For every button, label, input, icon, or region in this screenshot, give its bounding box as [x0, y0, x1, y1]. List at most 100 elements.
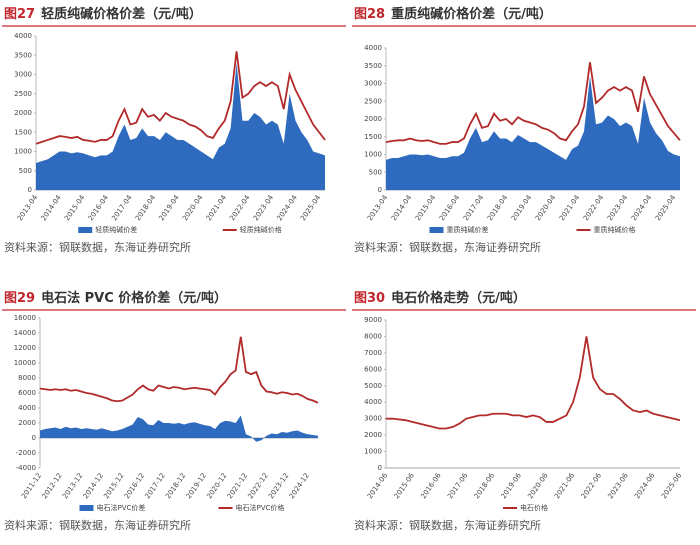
x-tick-label: 2019-06: [500, 471, 524, 500]
y-tick-label: 1000: [14, 148, 32, 156]
y-tick-label: 1500: [14, 128, 32, 136]
y-tick-label: 3000: [364, 415, 382, 423]
y-tick-label: 2500: [14, 90, 32, 98]
x-tick-label: 2017-04: [462, 193, 486, 222]
y-tick-label: 7000: [364, 349, 382, 357]
y-tick-label: 2500: [364, 97, 382, 105]
y-tick-label: 0: [378, 464, 382, 472]
x-tick-label: 2020-04: [534, 193, 558, 222]
y-tick-label: 1000: [364, 151, 382, 159]
legend-swatch: [429, 227, 444, 233]
line: [39, 336, 319, 404]
x-tick-label: 2024-04: [275, 193, 299, 222]
y-tick-label: 4000: [14, 32, 32, 40]
panel: 图30 电石价格走势（元/吨） 0 1000 2000 3000 4000 5000 6000 7…: [352, 290, 696, 532]
y-tick-label: 10000: [14, 359, 36, 367]
x-tick-label: 2013-04: [366, 193, 390, 222]
title-text: 电石价格走势（元/吨）: [391, 290, 526, 306]
y-tick-label: 1000: [364, 448, 382, 456]
y-tick-label: 0: [378, 186, 382, 194]
figure-label: 图30: [354, 291, 385, 306]
y-tick-label: 2000: [18, 419, 36, 427]
x-tick-label: 2014-04: [40, 193, 64, 222]
line: [35, 51, 326, 145]
x-tick-label: 2016-04: [87, 193, 111, 222]
x-tick-label: 2015-04: [63, 193, 87, 222]
x-tick-label: 2025-04: [654, 193, 678, 222]
y-tick-label: 8000: [18, 374, 36, 382]
x-tick-label: 2023-04: [252, 193, 276, 222]
legend-label: 电石价格: [520, 503, 548, 512]
y-tick-label: 4000: [364, 398, 382, 406]
x-tick-label: 2024-12: [288, 472, 311, 501]
y-tick-label: -2000: [16, 449, 36, 457]
figure-label: 图28: [354, 7, 385, 22]
source: 资料来源：钢联数据，东海证券研究所: [354, 240, 541, 254]
x-tick-label: 2025-04: [299, 193, 323, 222]
x-tick-label: 2021-04: [205, 193, 229, 222]
y-tick-label: 3000: [14, 71, 32, 79]
y-tick-label: 16000: [14, 314, 36, 322]
legend-label: 电石法PVC价差: [97, 503, 146, 512]
chart-title: 图28 重质纯碱价格价差（元/吨）: [354, 6, 552, 22]
y-tick-label: 6000: [18, 389, 36, 397]
legend-label: 重质纯碱价格: [594, 225, 636, 234]
source: 资料来源：钢联数据，东海证券研究所: [4, 240, 191, 254]
panel: 图28 重质纯碱价格价差（元/吨） 0 500 1000 1500 2000 2500 3000…: [352, 6, 696, 254]
x-tick-label: 2021-06: [553, 471, 577, 500]
x-tick-label: 2015-04: [414, 193, 438, 222]
y-tick-label: 5000: [364, 382, 382, 390]
x-tick-label: 2022-06: [580, 471, 604, 500]
x-tick-label: 2022-04: [228, 193, 252, 222]
y-tick-label: 8000: [364, 332, 382, 340]
x-tick-label: 2018-04: [486, 193, 510, 222]
source: 资料来源：钢联数据，东海证券研究所: [354, 518, 541, 532]
x-tick-label: 2017-06: [446, 471, 470, 500]
line: [386, 336, 681, 430]
area: [386, 76, 680, 190]
chart-title: 图30 电石价格走势（元/吨）: [354, 290, 526, 306]
legend-swatch: [79, 505, 94, 511]
y-tick-label: 9000: [364, 316, 382, 324]
chart-title: 图29 电石法 PVC 价格价差（元/吨）: [4, 290, 227, 306]
x-tick-label: 2016-06: [419, 471, 443, 500]
x-tick-label: 2024-04: [630, 193, 654, 222]
y-tick-label: 14000: [14, 329, 36, 337]
legend-label: 轻质纯碱价差: [95, 225, 137, 234]
y-tick-label: -4000: [16, 464, 36, 472]
y-tick-label: 12000: [14, 344, 36, 352]
title-text: 轻质纯碱价格价差（元/吨）: [41, 6, 202, 22]
y-tick-label: 0: [32, 434, 36, 442]
y-tick-label: 1500: [364, 133, 382, 141]
x-tick-label: 2015-06: [393, 471, 417, 500]
x-tick-label: 2020-06: [526, 471, 550, 500]
x-tick-label: 2014-06: [366, 471, 390, 500]
x-tick-label: 2018-06: [473, 471, 497, 500]
figure-label: 图27: [4, 7, 35, 22]
y-tick-label: 3500: [364, 62, 382, 70]
area: [40, 415, 318, 442]
x-tick-label: 2022-04: [582, 193, 606, 222]
y-tick-label: 4000: [364, 44, 382, 52]
y-tick-label: 2000: [364, 431, 382, 439]
x-tick-label: 2023-06: [606, 471, 630, 500]
x-tick-label: 2013-04: [16, 193, 40, 222]
title-text: 电石法 PVC 价格价差（元/吨）: [41, 290, 227, 306]
source: 资料来源：钢联数据，东海证券研究所: [4, 518, 191, 532]
legend-label: 电石法PVC价格: [236, 503, 285, 512]
x-tick-label: 2020-04: [181, 193, 205, 222]
legend-swatch: [78, 227, 93, 233]
y-tick-label: 0: [28, 186, 32, 194]
x-tick-label: 2025-06: [660, 471, 684, 500]
y-tick-label: 3000: [364, 80, 382, 88]
x-tick-label: 2024-06: [633, 471, 657, 500]
line: [385, 62, 681, 145]
y-tick-label: 500: [369, 168, 382, 176]
legend-label: 轻质纯碱价格: [240, 225, 282, 234]
y-tick-label: 4000: [18, 404, 36, 412]
chart-title: 图27 轻质纯碱价格价差（元/吨）: [4, 6, 202, 22]
x-tick-label: 2017-04: [110, 193, 134, 222]
x-tick-label: 2019-04: [157, 193, 181, 222]
legend-label: 重质纯碱价差: [447, 225, 489, 234]
